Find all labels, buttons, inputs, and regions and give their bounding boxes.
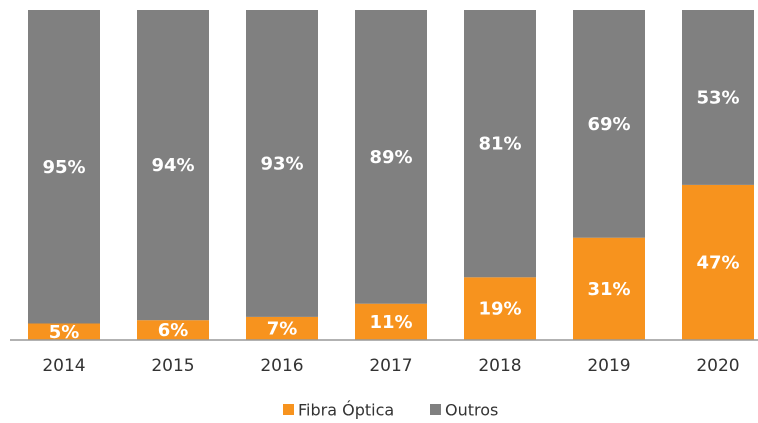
- bar-segment: [682, 184, 754, 340]
- value-label: 7%: [267, 318, 298, 339]
- x-tick-label: 2018: [478, 356, 521, 376]
- bar-segment: [246, 316, 318, 340]
- value-label: 93%: [260, 153, 303, 174]
- bar-segment: [28, 323, 100, 340]
- value-label: 47%: [696, 252, 739, 273]
- x-tick-label: 2017: [369, 356, 412, 376]
- value-label: 53%: [696, 87, 739, 108]
- x-tick-label: 2014: [42, 356, 85, 376]
- bar-segment: [137, 320, 209, 340]
- bar-segment: [137, 10, 209, 321]
- bar-segment: [355, 303, 427, 340]
- x-tick-label: 2020: [696, 356, 739, 376]
- value-label: 95%: [42, 157, 85, 178]
- x-tick-label: 2016: [260, 356, 303, 376]
- value-label: 6%: [158, 320, 189, 341]
- legend-label: Fibra Óptica: [298, 401, 394, 420]
- value-label: 19%: [478, 299, 521, 320]
- x-tick-label: 2015: [151, 356, 194, 376]
- legend-label: Outros: [445, 401, 498, 420]
- bar-segment: [28, 10, 100, 324]
- legend-swatch: [283, 404, 294, 415]
- bar-segment: [573, 237, 645, 340]
- value-label: 11%: [369, 312, 412, 333]
- legend-swatch: [430, 404, 441, 415]
- value-label: 94%: [151, 155, 194, 176]
- bar-segment: [246, 10, 318, 317]
- value-label: 81%: [478, 134, 521, 155]
- x-tick-label: 2019: [587, 356, 630, 376]
- value-label: 89%: [369, 147, 412, 168]
- bar-segment: [464, 10, 536, 278]
- value-label: 31%: [587, 279, 630, 300]
- value-label: 69%: [587, 114, 630, 135]
- bar-segment: [573, 10, 645, 238]
- bar-segment: [464, 277, 536, 340]
- bar-segment: [682, 10, 754, 185]
- value-label: 5%: [49, 322, 80, 343]
- bar-segment: [355, 10, 427, 304]
